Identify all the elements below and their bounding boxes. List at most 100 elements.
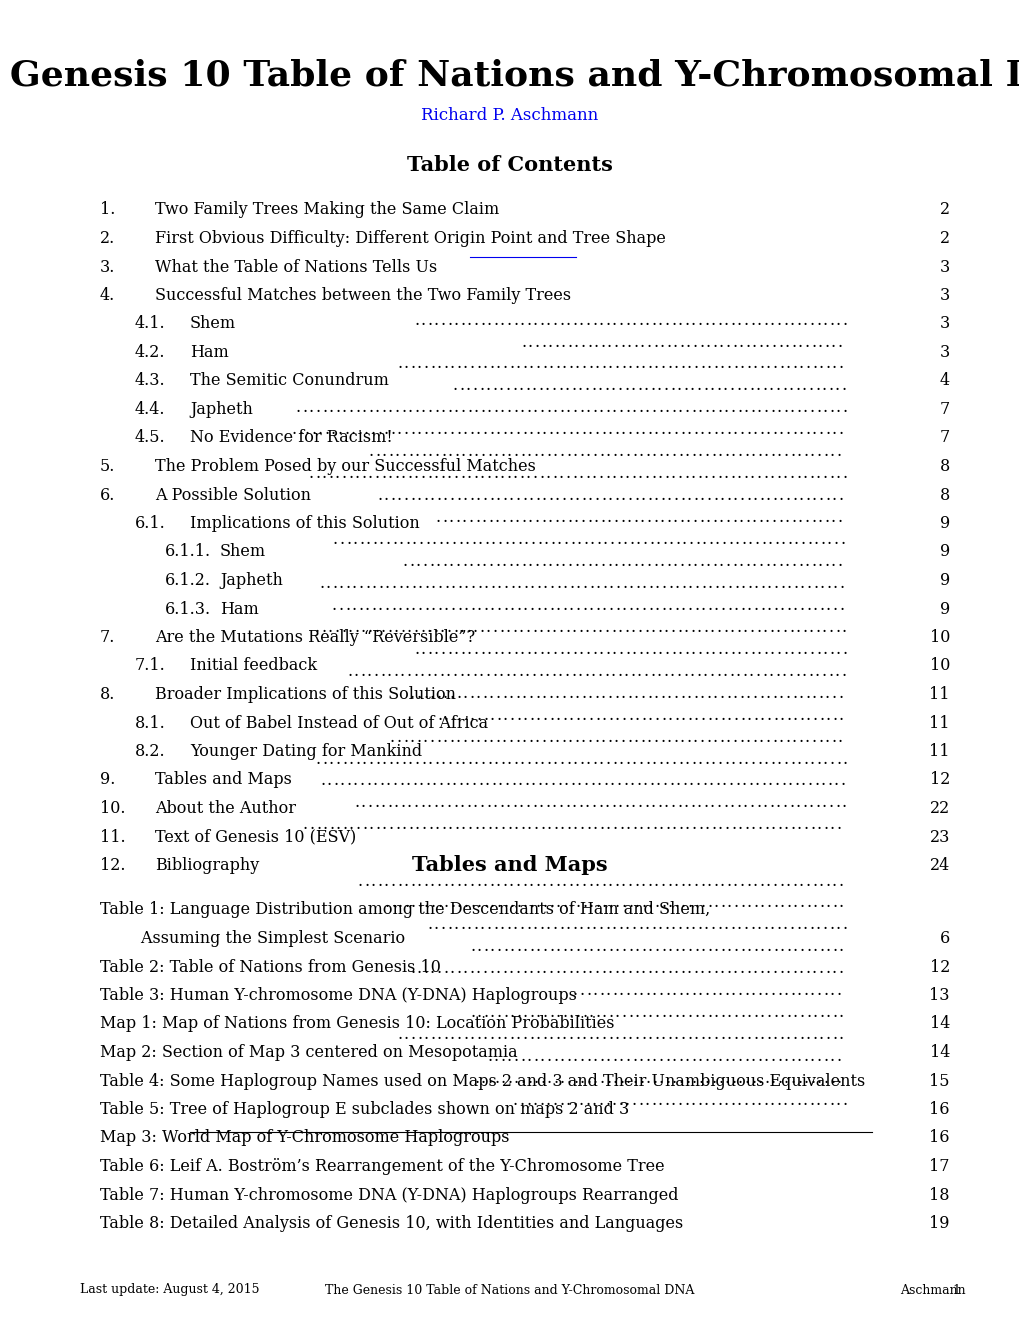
Text: .: . [480,640,485,657]
Text: .: . [569,1005,574,1022]
Text: .: . [796,1092,801,1109]
Text: .: . [611,982,616,999]
Text: .: . [651,640,656,657]
Text: .: . [730,640,735,657]
Text: .: . [444,531,449,548]
Text: .: . [433,795,438,812]
Text: .: . [418,576,423,591]
Text: .: . [634,597,639,614]
Text: .: . [619,816,624,833]
Text: .: . [625,312,630,329]
Text: .: . [750,816,755,833]
Text: .: . [433,916,438,933]
Text: .: . [515,510,520,527]
Text: .: . [689,378,694,395]
Text: .: . [613,487,619,504]
Text: .: . [712,961,717,977]
Text: .: . [805,597,810,614]
Text: .: . [832,597,837,614]
Text: .: . [769,982,774,999]
Text: 6.1.2.: 6.1.2. [165,572,211,589]
Text: .: . [364,873,369,890]
Text: .: . [566,312,571,329]
Text: .: . [805,1026,810,1043]
Text: .: . [659,421,664,438]
Text: .: . [699,729,704,746]
Text: .: . [400,795,406,812]
Text: .: . [522,487,527,504]
Text: .: . [786,1005,791,1022]
Text: .: . [335,400,340,416]
Text: .: . [540,1071,545,1088]
Text: .: . [642,772,647,789]
Text: .: . [486,640,491,657]
Text: Assuming the Simplest Scenario: Assuming the Simplest Scenario [100,931,405,946]
Text: .: . [705,510,710,527]
Text: .: . [497,531,502,548]
Text: .: . [748,378,754,395]
Text: .: . [706,597,711,614]
Text: .: . [524,531,529,548]
Text: .: . [519,795,524,812]
Text: .: . [473,400,478,416]
Text: .: . [424,576,429,591]
Text: .: . [698,510,703,527]
Text: .: . [590,772,595,789]
Text: .: . [489,1026,494,1043]
Text: .: . [403,553,408,570]
Text: .: . [501,553,506,570]
Text: .: . [651,444,656,461]
Text: .: . [723,312,729,329]
Text: .: . [633,685,638,702]
Text: .: . [397,597,403,614]
Text: .: . [672,816,677,833]
Text: .: . [532,400,537,416]
Text: .: . [808,1092,813,1109]
Text: .: . [492,795,497,812]
Text: .: . [795,795,800,812]
Text: .: . [689,663,694,680]
Text: .: . [331,597,336,614]
Text: .: . [381,816,386,833]
Text: .: . [678,982,683,999]
Text: .: . [594,706,600,723]
Text: .: . [695,772,700,789]
Text: .: . [573,444,578,461]
Text: .: . [567,510,572,527]
Text: About the Author: About the Author [155,800,296,817]
Text: .: . [520,751,525,767]
Text: .: . [739,873,744,890]
Text: .: . [691,1071,696,1088]
Text: .: . [587,685,592,702]
Text: .: . [664,640,669,657]
Text: .: . [818,873,823,890]
Text: .: . [811,1026,816,1043]
Text: .: . [766,597,771,614]
Text: .: . [684,400,689,416]
Text: .: . [451,772,457,789]
Text: .: . [723,444,729,461]
Text: .: . [822,1071,827,1088]
Text: .: . [673,729,678,746]
Text: .: . [542,895,547,912]
Text: .: . [514,816,519,833]
Text: .: . [756,916,761,933]
Text: .: . [832,706,837,723]
Text: .: . [421,640,426,657]
Text: .: . [404,873,409,890]
Text: .: . [809,816,814,833]
Text: .: . [665,510,671,527]
Text: .: . [823,553,828,570]
Text: .: . [626,1071,631,1088]
Text: .: . [561,487,567,504]
Text: .: . [809,1048,814,1065]
Text: .: . [698,334,703,351]
Text: .: . [506,1048,512,1065]
Text: .: . [673,487,678,504]
Text: .: . [703,465,708,482]
Text: .: . [628,939,633,956]
Text: .: . [581,961,586,977]
Text: .: . [729,619,734,636]
Text: .: . [718,553,723,570]
Text: .: . [711,1071,716,1088]
